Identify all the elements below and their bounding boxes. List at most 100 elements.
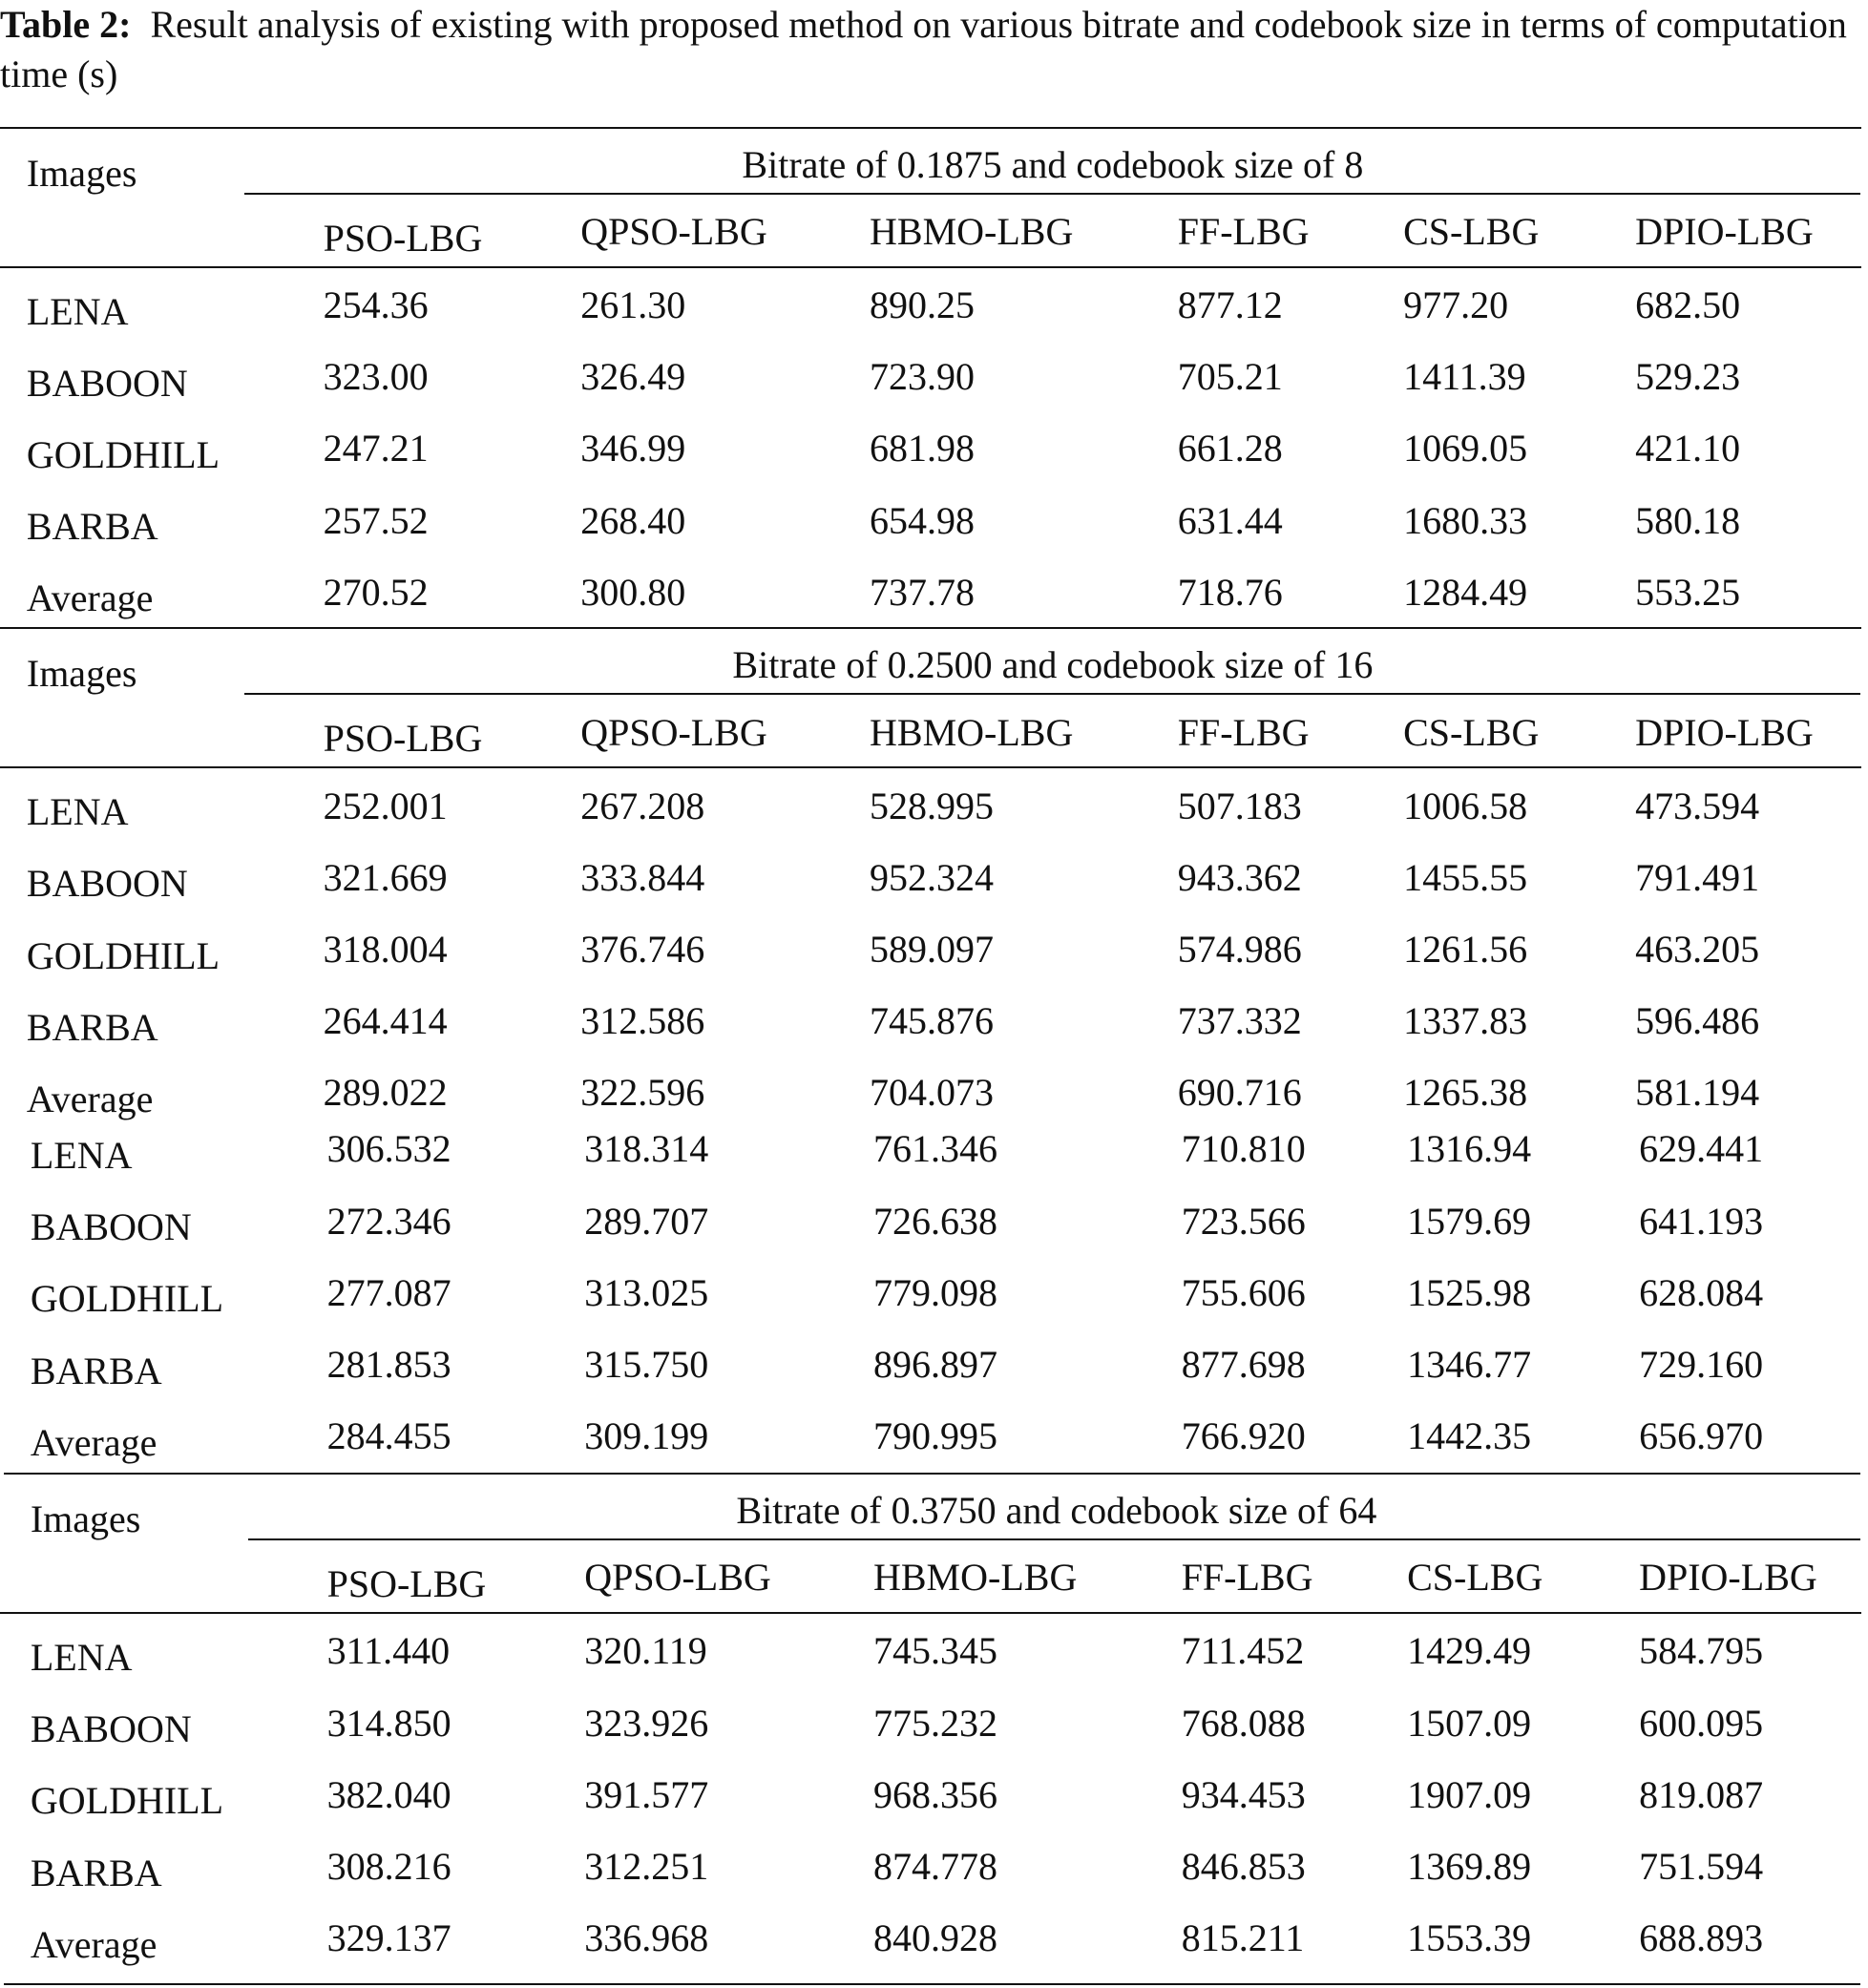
cell: 309.199 xyxy=(584,1414,709,1458)
cell: 261.30 xyxy=(580,283,686,327)
cell: 737.78 xyxy=(870,570,975,614)
cell: 336.968 xyxy=(584,1916,709,1960)
row-label: LENA xyxy=(30,1636,133,1680)
cell: 934.453 xyxy=(1181,1772,1306,1816)
row-header: Images xyxy=(30,1497,141,1541)
row-label: Average xyxy=(26,1077,154,1120)
cell: 629.441 xyxy=(1639,1127,1764,1171)
cell: 896.897 xyxy=(872,1342,997,1386)
cell: 815.211 xyxy=(1181,1916,1305,1960)
cell: 463.205 xyxy=(1635,927,1760,971)
cell: 977.20 xyxy=(1403,283,1509,327)
cell: 654.98 xyxy=(870,498,975,542)
row-label: LENA xyxy=(30,1134,133,1178)
cell: 1429.49 xyxy=(1407,1629,1532,1673)
cell: 737.332 xyxy=(1177,999,1302,1043)
cell: 553.25 xyxy=(1635,570,1741,614)
cell: 943.362 xyxy=(1177,855,1302,899)
cell: 968.356 xyxy=(872,1772,997,1816)
cell: 306.532 xyxy=(326,1127,451,1171)
rule xyxy=(244,693,1861,696)
row-label: BABOON xyxy=(30,1205,192,1249)
caption-text: Result analysis of existing with propose… xyxy=(0,3,1847,95)
group-title: Bitrate of 0.2500 and codebook size of 1… xyxy=(732,643,1374,687)
cell: 421.10 xyxy=(1635,427,1741,471)
cell: 656.970 xyxy=(1639,1414,1764,1458)
cell: 318.314 xyxy=(584,1127,709,1171)
row-header: Images xyxy=(26,652,137,696)
cell: 574.986 xyxy=(1177,927,1302,971)
cell: 1907.09 xyxy=(1407,1772,1532,1816)
rule xyxy=(3,1983,1861,1986)
cell: 729.160 xyxy=(1639,1342,1764,1386)
cell: 745.876 xyxy=(870,999,994,1043)
cell: 289.707 xyxy=(584,1199,709,1243)
cell: 257.52 xyxy=(323,498,429,542)
cell: 507.183 xyxy=(1177,784,1302,827)
cell: 382.040 xyxy=(326,1772,451,1816)
rule xyxy=(0,265,1861,268)
cell: 751.594 xyxy=(1639,1844,1764,1888)
cell: 313.025 xyxy=(584,1270,709,1314)
column-header: CS-LBG xyxy=(1403,710,1540,754)
cell: 596.486 xyxy=(1635,999,1760,1043)
row-label: Average xyxy=(26,576,154,620)
cell: 1069.05 xyxy=(1403,427,1528,471)
cell: 264.414 xyxy=(323,999,448,1043)
cell: 580.18 xyxy=(1635,498,1741,542)
cell: 1316.94 xyxy=(1407,1127,1532,1171)
cell: 1553.39 xyxy=(1407,1916,1532,1960)
column-header: HBMO-LBG xyxy=(870,710,1074,754)
caption: Table 2: Result analysis of existing wit… xyxy=(0,0,1868,99)
cell: 581.194 xyxy=(1635,1071,1760,1115)
group-title: Bitrate of 0.3750 and codebook size of 6… xyxy=(736,1488,1377,1532)
cell: 312.586 xyxy=(580,999,705,1043)
cell: 281.853 xyxy=(326,1342,451,1386)
cell: 1507.09 xyxy=(1407,1701,1532,1745)
cell: 529.23 xyxy=(1635,355,1741,399)
cell: 711.452 xyxy=(1181,1629,1305,1673)
column-header: PSO-LBG xyxy=(323,717,483,761)
cell: 267.208 xyxy=(580,784,705,827)
column-header: CS-LBG xyxy=(1407,1556,1543,1600)
cell: 254.36 xyxy=(323,283,429,327)
row-label: GOLDHILL xyxy=(26,433,220,477)
cell: 326.49 xyxy=(580,355,686,399)
cell: 755.606 xyxy=(1181,1270,1306,1314)
cell: 1455.55 xyxy=(1403,855,1528,899)
cell: 329.137 xyxy=(326,1916,451,1960)
cell: 766.920 xyxy=(1181,1414,1306,1458)
column-header: DPIO-LBG xyxy=(1635,210,1814,254)
cell: 312.251 xyxy=(584,1844,709,1888)
cell: 318.004 xyxy=(323,927,448,971)
cell: 681.98 xyxy=(870,427,975,471)
column-header: DPIO-LBG xyxy=(1635,710,1814,754)
row-label: GOLDHILL xyxy=(30,1277,224,1321)
column-header: HBMO-LBG xyxy=(872,1556,1078,1600)
cell: 322.596 xyxy=(580,1071,705,1115)
cell: 584.795 xyxy=(1639,1629,1764,1673)
cell: 268.40 xyxy=(580,498,686,542)
cell: 1442.35 xyxy=(1407,1414,1532,1458)
rule xyxy=(3,1473,1861,1475)
cell: 819.087 xyxy=(1639,1772,1764,1816)
cell: 641.193 xyxy=(1639,1199,1764,1243)
row-label: LENA xyxy=(26,289,129,333)
cell: 1579.69 xyxy=(1407,1199,1532,1243)
column-header: QPSO-LBG xyxy=(580,210,767,254)
row-label: GOLDHILL xyxy=(30,1779,224,1823)
cell: 690.716 xyxy=(1177,1071,1302,1115)
cell: 1261.56 xyxy=(1403,927,1528,971)
column-header: PSO-LBG xyxy=(323,216,483,260)
cell: 661.28 xyxy=(1177,427,1283,471)
cell: 688.893 xyxy=(1639,1916,1764,1960)
cell: 775.232 xyxy=(872,1701,997,1745)
column-header: FF-LBG xyxy=(1177,710,1310,754)
cell: 277.087 xyxy=(326,1270,451,1314)
row-header: Images xyxy=(26,151,137,195)
rule xyxy=(0,126,1861,129)
cell: 726.638 xyxy=(872,1199,997,1243)
cell: 1346.77 xyxy=(1407,1342,1532,1386)
cell: 761.346 xyxy=(872,1127,997,1171)
cell: 376.746 xyxy=(580,927,705,971)
